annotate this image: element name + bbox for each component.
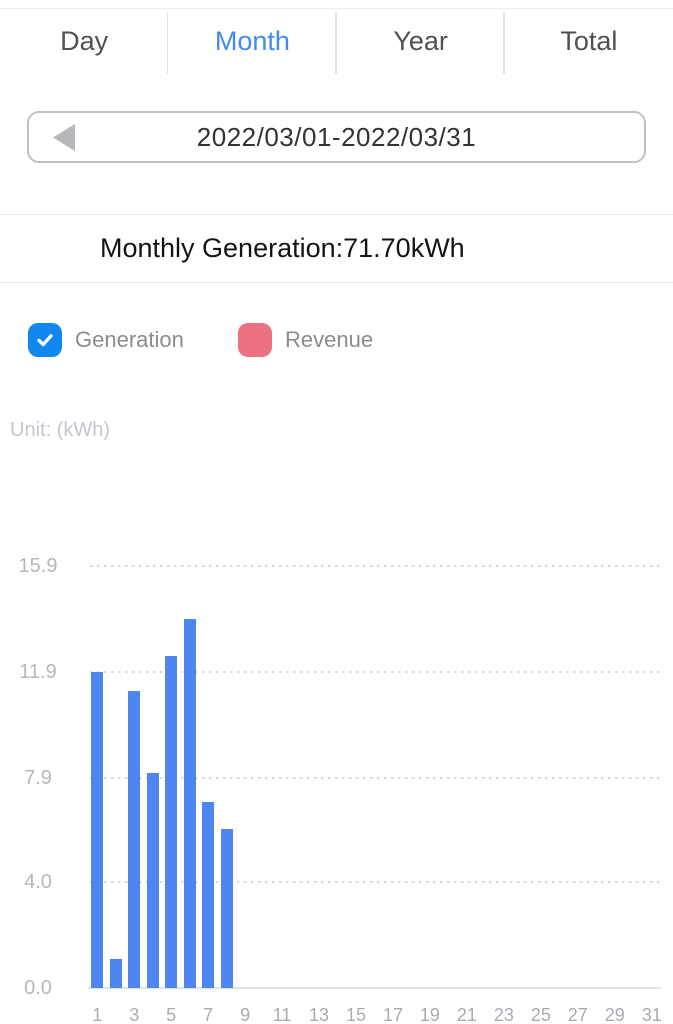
x-tick-label-day-21: 21 <box>456 1005 477 1024</box>
summary-row: Monthly Generation:71.70kWh <box>0 215 673 283</box>
h-gridline <box>90 777 661 780</box>
generation-bar-chart: Unit: (kWh) 0.0 4.0 7.9 11.9 15.9 1 3 5 7 9 11 13 15… <box>0 357 673 1024</box>
top-divider <box>0 0 673 9</box>
y-tick-label: 7.9 <box>24 767 52 790</box>
generation-bar-day-1[interactable] <box>91 672 104 988</box>
x-tick-label-day-9: 9 <box>240 1005 251 1024</box>
generation-bar-day-2[interactable] <box>109 958 122 988</box>
unit-label: Unit: (kWh) <box>10 419 110 441</box>
generation-bar-day-6[interactable] <box>183 619 196 988</box>
x-tick-label-day-27: 27 <box>567 1005 588 1024</box>
prev-period-button[interactable] <box>53 122 79 152</box>
y-tick-label: 11.9 <box>19 661 57 684</box>
x-tick-label-day-25: 25 <box>530 1005 551 1024</box>
x-tick-label-day-3: 3 <box>129 1005 140 1024</box>
tab-total[interactable]: Total <box>560 26 618 56</box>
plot-area: 0.0 4.0 7.9 11.9 15.9 1 3 5 7 9 11 13 15 17 19 21 23 25 27… <box>19 556 662 1024</box>
revenue-swatch[interactable] <box>238 323 272 357</box>
generation-checkbox[interactable] <box>28 323 62 357</box>
x-axis-line <box>88 987 661 989</box>
legend-label-generation: Generation <box>75 327 184 352</box>
date-range-selector: 2022/03/01-2022/03/31 <box>27 111 646 163</box>
x-tick-label-day-29: 29 <box>604 1005 625 1024</box>
generation-bar-day-7[interactable] <box>202 802 215 988</box>
x-tick-label-day-15: 15 <box>346 1005 367 1024</box>
h-gridline <box>90 671 661 674</box>
x-tick-label-day-5: 5 <box>166 1005 177 1024</box>
chart-legend: Generation Revenue <box>0 283 673 357</box>
y-tick-label: 0.0 <box>24 977 52 999</box>
generation-bar-day-8[interactable] <box>220 828 233 988</box>
left-arrow-icon <box>53 123 75 151</box>
x-tick-label-day-11: 11 <box>272 1005 292 1024</box>
date-range-label: 2022/03/01-2022/03/31 <box>196 121 477 152</box>
h-gridline <box>90 565 661 567</box>
generation-bar-day-4[interactable] <box>146 773 159 988</box>
monthly-generation-label: Monthly Generation:71.70kWh <box>100 233 465 263</box>
generation-bar-day-3[interactable] <box>128 690 141 988</box>
x-tick-label-day-13: 13 <box>309 1005 330 1024</box>
x-tick-label-day-7: 7 <box>203 1005 214 1024</box>
tab-year[interactable]: Year <box>337 9 506 75</box>
y-tick-label: 15.9 <box>18 555 58 577</box>
x-tick-label-day-19: 19 <box>419 1005 440 1024</box>
x-tick-label-day-23: 23 <box>493 1005 514 1024</box>
tab-day[interactable]: Day <box>0 9 169 75</box>
legend-label-revenue: Revenue <box>285 327 374 352</box>
legend-item-revenue[interactable]: Revenue <box>238 323 373 357</box>
x-tick-label-day-17: 17 <box>382 1005 403 1024</box>
tab-month[interactable]: Month <box>168 9 337 75</box>
checkmark-icon <box>37 334 53 347</box>
period-tabs: Day Month Year Total <box>0 9 673 75</box>
h-gridline <box>90 880 661 883</box>
legend-item-generation[interactable]: Generation <box>28 323 238 357</box>
y-tick-label: 4.0 <box>24 870 52 893</box>
x-tick-label-day-31: 31 <box>641 1005 662 1024</box>
date-selector-row: 2022/03/01-2022/03/31 <box>0 111 673 215</box>
generation-bar-day-5[interactable] <box>165 656 178 988</box>
x-tick-label-day-1: 1 <box>92 1005 103 1024</box>
